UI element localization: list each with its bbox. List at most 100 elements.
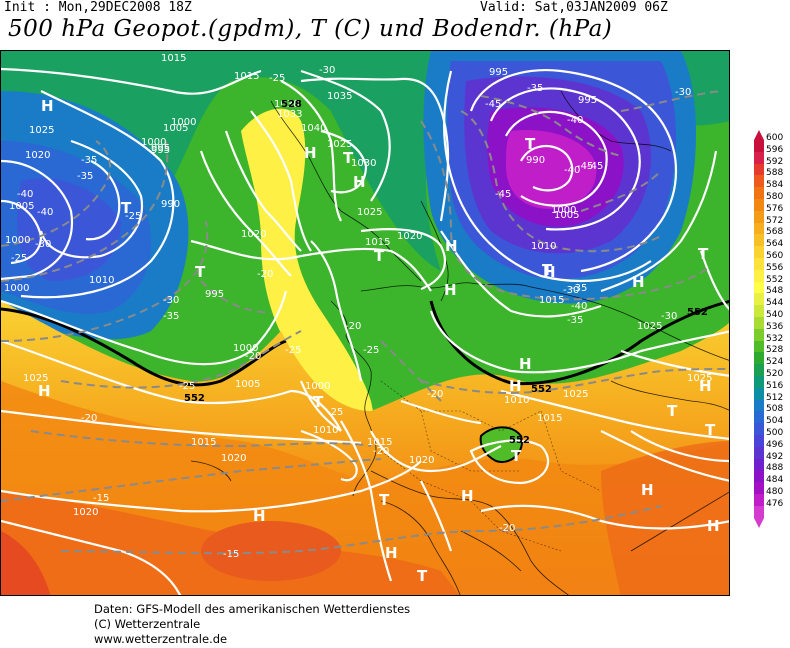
- center-marker: H: [519, 355, 532, 373]
- pressure-label: 1025: [687, 373, 712, 384]
- legend-label: 564: [766, 239, 784, 250]
- pressure-centers: H H H T T T H T H H T H T T H H T H T H …: [38, 97, 720, 585]
- legend-label: 500: [766, 428, 784, 438]
- center-marker: H: [304, 144, 317, 162]
- legend-swatch: [754, 317, 764, 330]
- pressure-label: 1000: [551, 205, 576, 216]
- legend-swatch: [754, 376, 764, 389]
- legend-swatch: [754, 328, 764, 342]
- center-marker: H: [461, 487, 474, 505]
- temp-label: -25: [11, 253, 27, 264]
- center-marker: H: [707, 517, 720, 535]
- footer-website: www.wetterzentrale.de: [94, 632, 228, 646]
- isotherms: [1, 90, 729, 555]
- isobars: [1, 67, 729, 595]
- temp-label: -40: [37, 207, 53, 218]
- pressure-label: 1010: [89, 275, 114, 286]
- center-marker: T: [417, 567, 428, 585]
- temp-label: -20: [499, 523, 515, 534]
- center-marker: H: [543, 263, 556, 281]
- temp-label: -25: [285, 345, 301, 356]
- temperature-labels: -25 -30 -35 -40 -35 -40 -25 -30 -25 -20 …: [11, 65, 691, 560]
- pressure-label: 1025: [563, 389, 588, 400]
- footer-copyright: (C) Wetterzentrale: [94, 617, 201, 631]
- temp-label: -35: [567, 315, 583, 326]
- pressure-label: 995: [205, 289, 224, 300]
- center-marker: H: [632, 273, 645, 291]
- pressure-label: 1005: [9, 201, 34, 212]
- pressure-label: 990: [161, 199, 180, 210]
- center-marker: T: [705, 421, 716, 439]
- temp-label: -40: [564, 165, 580, 176]
- legend-label: 488: [766, 463, 784, 474]
- coastlines: [190, 90, 729, 595]
- legend-label: 504: [766, 416, 784, 427]
- temp-label: -45: [577, 161, 593, 172]
- temp-label: -45: [495, 189, 511, 200]
- legend-label: 572: [766, 215, 784, 226]
- legend-label: 528: [766, 345, 784, 356]
- pressure-label: 1033: [277, 109, 302, 120]
- legend-label: 596: [766, 144, 784, 155]
- pressure-label: 1015: [539, 295, 564, 306]
- legend-swatch: [754, 269, 764, 283]
- temp-label: -15: [223, 549, 239, 560]
- legend-label: 532: [766, 333, 784, 344]
- temp-label: -30: [163, 295, 179, 306]
- pressure-label: 1030: [274, 99, 299, 110]
- footer-data-source: Daten: GFS-Modell des amerikanischen Wet…: [94, 602, 411, 616]
- legend-swatch: [754, 340, 764, 353]
- temp-label: -35: [77, 171, 93, 182]
- temp-label: -30: [675, 87, 691, 98]
- temp-label: -35: [571, 283, 587, 294]
- legend-label: 508: [766, 404, 784, 415]
- temp-label: -25: [363, 345, 379, 356]
- legend-label: 560: [766, 251, 784, 261]
- temp-label: -25: [125, 211, 141, 222]
- center-marker: H: [445, 237, 458, 255]
- geopot-552-line: [1, 307, 287, 387]
- legend-label: 584: [766, 180, 784, 191]
- legend-label: 496: [766, 439, 784, 450]
- legend-swatch: [754, 352, 764, 365]
- temp-label: -40: [567, 115, 583, 126]
- legend-swatch: [754, 234, 764, 247]
- legend-label: 512: [766, 392, 784, 403]
- legend-label: 492: [766, 451, 784, 462]
- center-marker: T: [121, 199, 132, 217]
- pressure-label: 1005: [235, 379, 260, 390]
- center-marker: H: [353, 173, 366, 191]
- temp-label: -25: [269, 73, 285, 84]
- temp-label: -20: [427, 389, 443, 400]
- pressure-label: 1015: [191, 437, 216, 448]
- pressure-label: 1025: [23, 373, 48, 384]
- temp-label: -40: [17, 189, 33, 200]
- legend-label: 540: [766, 310, 784, 320]
- pressure-label: 1025: [357, 207, 382, 218]
- temp-label: -40: [571, 301, 587, 312]
- pressure-label: 1010: [531, 241, 556, 252]
- geopot-label: 552: [184, 393, 205, 404]
- temp-label: -30: [661, 311, 677, 322]
- weather-map: 1015 1030 1033 1040 1035 1000 995 1025 1…: [0, 50, 730, 596]
- legend-swatch: [754, 210, 764, 224]
- pressure-label: 1005: [163, 123, 188, 134]
- legend-swatch: [754, 505, 764, 519]
- legend-label: 480: [766, 487, 784, 497]
- temp-label: -20: [245, 351, 261, 362]
- pressure-label: 1000: [171, 117, 196, 128]
- legend-swatch: [754, 446, 764, 460]
- legend-swatch: [754, 482, 764, 495]
- valid-time: Valid: Sat,03JAN2009 06Z: [480, 0, 668, 15]
- legend-swatch: [754, 494, 764, 507]
- center-marker: T: [343, 149, 354, 167]
- pressure-label: 1020: [409, 455, 434, 466]
- legend-swatch: [754, 411, 764, 424]
- center-marker: T: [667, 402, 678, 420]
- pressure-label: 1000: [141, 137, 166, 148]
- pressure-label: 1005: [554, 210, 579, 221]
- center-marker: H: [699, 377, 712, 395]
- legend-swatch: [754, 281, 764, 294]
- center-marker: T: [542, 261, 553, 279]
- pressure-label: 995: [489, 67, 508, 78]
